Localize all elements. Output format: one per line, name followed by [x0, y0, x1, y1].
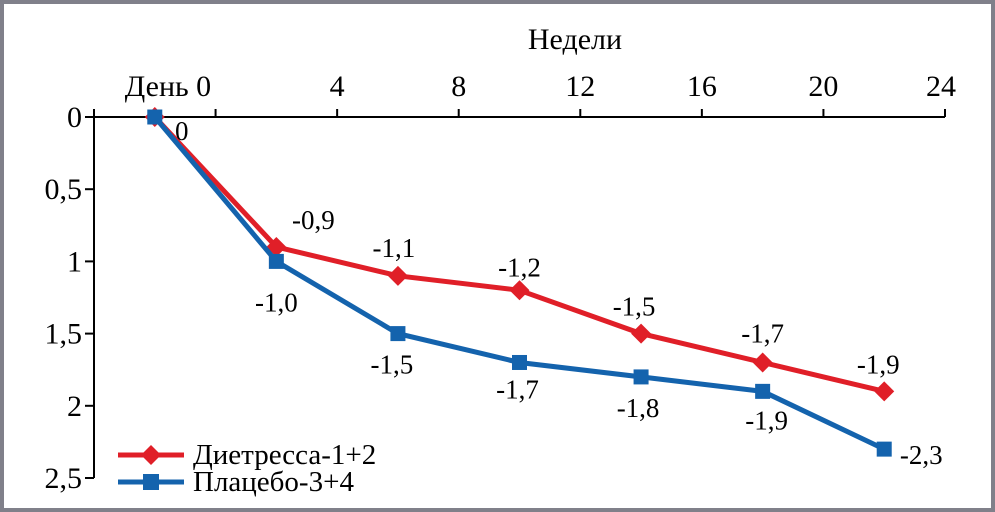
legend-square-marker-icon [118, 474, 184, 490]
y-tick-label: 1 [67, 245, 82, 278]
legend-label-dietressa: Диетресса-1+2 [193, 439, 377, 471]
legend-item-dietressa: Диетресса-1+2 [116, 439, 377, 471]
x-tick-label-day0: День 0 [125, 70, 211, 103]
line-chart: Недели День 0 4 8 12 16 20 24 0 0,5 1 1,5 2 2,5 0 -0,9 -… [45, 23, 957, 495]
data-point-label-dietressa: -0,9 [292, 205, 335, 235]
y-tick-label: 0,5 [45, 173, 83, 206]
data-point-marker-placebo [268, 253, 284, 269]
data-point-marker-placebo [755, 383, 771, 399]
data-point-marker-dietressa [631, 323, 652, 344]
x-axis-title: Недели [528, 23, 622, 56]
data-point-label-placebo: -1,0 [255, 287, 298, 317]
legend-label-placebo: Плацебо-3+4 [193, 466, 354, 498]
y-tick-label: 1,5 [45, 318, 83, 351]
data-point-marker-dietressa [266, 236, 287, 257]
data-point-label-dietressa: -1,2 [498, 252, 541, 282]
data-point-label-placebo: -1,7 [496, 374, 539, 404]
data-point-marker-dietressa [387, 265, 408, 286]
x-tick-label: 24 [926, 70, 956, 103]
x-tick-label: 16 [687, 70, 717, 103]
data-point-marker-placebo [390, 326, 406, 342]
data-point-marker-placebo [633, 369, 649, 385]
x-tick-label: 8 [451, 70, 466, 103]
x-tick-label: 12 [565, 70, 595, 103]
data-point-label-dietressa: -1,7 [741, 318, 784, 348]
data-point-label-placebo: -1,8 [617, 393, 660, 423]
x-tick-label: 4 [330, 70, 345, 103]
y-tick-label: 2 [67, 390, 82, 423]
y-tick-label: 2,5 [45, 462, 83, 495]
data-point-label-placebo: -1,5 [371, 350, 414, 380]
x-tick-label: 20 [808, 70, 838, 103]
data-point-marker-placebo [147, 109, 163, 125]
data-point-marker-placebo [876, 441, 892, 457]
data-point-label-dietressa: -1,9 [857, 349, 900, 379]
data-point-label-dietressa: -1,1 [373, 233, 416, 263]
data-point-label-dietressa: 0 [175, 116, 189, 146]
legend-diamond-marker-icon [118, 445, 184, 465]
data-point-label-placebo: -1,9 [745, 405, 788, 435]
data-point-marker-placebo [512, 354, 527, 370]
data-point-marker-dietressa [509, 280, 530, 301]
legend-item-placebo: Плацебо-3+4 [116, 466, 354, 498]
data-point-marker-dietressa [874, 381, 895, 402]
data-point-label-dietressa: -1,5 [613, 292, 656, 322]
data-point-label-placebo: -2,3 [900, 440, 943, 470]
y-tick-label: 0 [67, 101, 82, 134]
data-point-marker-dietressa [752, 352, 773, 373]
